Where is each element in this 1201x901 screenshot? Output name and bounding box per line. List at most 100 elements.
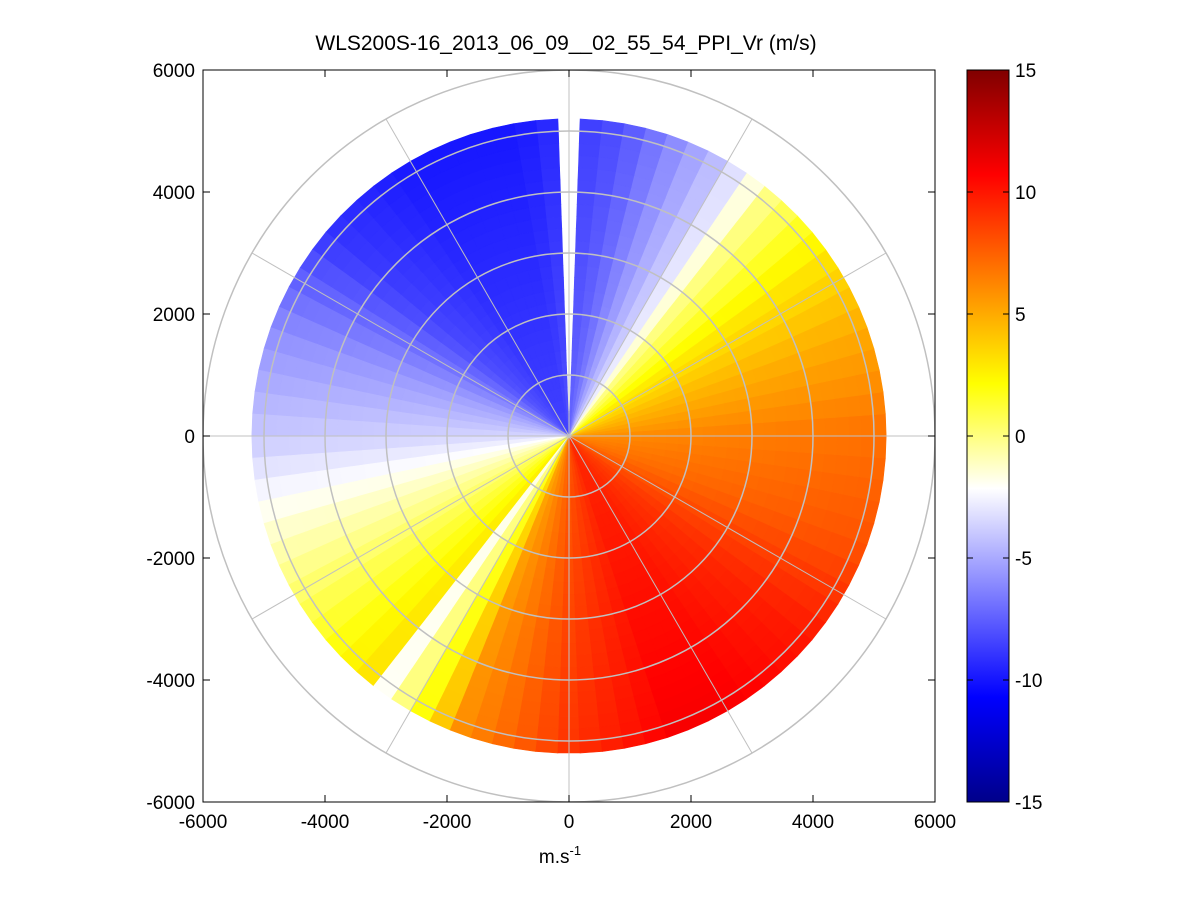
velocity-bin	[559, 508, 567, 522]
velocity-bin	[538, 714, 560, 729]
velocity-bin	[666, 435, 680, 445]
y-tick-label: -6000	[146, 793, 195, 814]
velocity-bin	[574, 593, 588, 608]
velocity-bin	[812, 417, 826, 437]
velocity-bin	[583, 277, 597, 293]
velocity-bin	[665, 442, 679, 452]
velocity-bin	[848, 435, 863, 457]
velocity-bin	[251, 413, 266, 437]
velocity-bin	[653, 428, 667, 437]
velocity-bin	[446, 435, 460, 445]
velocity-bin	[288, 454, 304, 476]
velocity-bin	[361, 406, 377, 423]
velocity-bin	[434, 416, 449, 428]
velocity-bin	[519, 432, 533, 437]
velocity-bin	[471, 422, 485, 431]
velocity-bin	[446, 427, 460, 437]
velocity-bin	[572, 313, 583, 328]
velocity-bin	[530, 217, 548, 233]
velocity-bin	[763, 421, 777, 437]
colorbar-tick-label: 15	[1015, 61, 1036, 82]
velocity-bin	[373, 408, 389, 424]
velocity-bin	[495, 430, 509, 437]
y-tick-label: -2000	[146, 549, 195, 570]
velocity-bin	[459, 420, 473, 430]
velocity-bin	[576, 203, 594, 218]
velocity-bin	[575, 240, 590, 255]
velocity-bin	[573, 581, 586, 595]
velocity-bin	[834, 454, 850, 476]
velocity-bin	[749, 448, 765, 464]
x-tick-label: 2000	[670, 812, 712, 833]
velocity-bin	[574, 252, 589, 267]
velocity-bin	[799, 435, 814, 454]
velocity-bin	[737, 410, 752, 425]
velocity-bin	[571, 350, 579, 364]
velocity-bin	[582, 290, 595, 305]
y-tick-label: 2000	[153, 305, 195, 326]
velocity-bin	[581, 302, 593, 317]
velocity-bin	[577, 690, 598, 705]
velocity-bin	[554, 556, 566, 571]
velocity-bin	[678, 435, 692, 445]
velocity-bin	[653, 435, 667, 444]
velocity-bin	[545, 641, 563, 656]
velocity-bin	[846, 455, 862, 478]
velocity-bin	[711, 456, 727, 470]
velocity-bin	[276, 394, 292, 417]
velocity-bin	[410, 445, 425, 459]
velocity-bin	[560, 496, 568, 510]
velocity-bin	[550, 593, 564, 608]
velocity-bin	[385, 422, 399, 437]
velocity-bin	[558, 520, 567, 534]
velocity-bin	[422, 435, 436, 447]
velocity-bin	[550, 264, 564, 279]
velocity-bin	[540, 690, 561, 705]
velocity-bin	[536, 130, 560, 146]
velocity-bin	[422, 425, 436, 437]
y-tick-label: 0	[184, 427, 195, 448]
velocity-bin	[541, 579, 555, 595]
velocity-bin	[824, 435, 838, 456]
velocity-bin	[576, 666, 595, 681]
velocity-bin	[575, 617, 590, 632]
azimuth-spoke	[568, 435, 887, 620]
velocity-bin	[349, 405, 364, 422]
velocity-bin	[589, 229, 606, 245]
velocity-bin	[812, 435, 826, 455]
velocity-bin	[761, 406, 777, 423]
colorbar-gradient	[967, 70, 1009, 802]
velocity-bin	[836, 435, 850, 456]
velocity-bin	[860, 414, 875, 437]
velocity-bin	[578, 130, 602, 146]
velocity-bin	[834, 396, 850, 418]
velocity-bin	[471, 428, 485, 437]
velocity-bin	[578, 714, 600, 729]
velocity-bin	[572, 325, 581, 340]
velocity-bin	[824, 416, 838, 437]
velocity-bin	[763, 435, 777, 451]
velocity-bin	[575, 228, 592, 243]
colorbar-ticks: 15 10 5 0 -5 -10 -15	[967, 61, 1042, 814]
velocity-bin	[578, 155, 599, 170]
velocity-bin	[324, 418, 339, 437]
velocity-bin	[751, 422, 765, 437]
y-tick-label: -4000	[146, 671, 195, 692]
velocity-bin	[578, 702, 599, 717]
velocity-bin	[653, 441, 667, 450]
velocity-bin	[577, 678, 597, 693]
velocity-bin	[446, 418, 461, 429]
velocity-bin	[530, 639, 548, 655]
velocity-bin	[552, 581, 565, 595]
azimuth-spoke	[251, 252, 570, 437]
velocity-bin	[726, 435, 741, 449]
velocity-bin	[539, 702, 560, 717]
velocity-bin	[349, 435, 363, 452]
azimuth-spoke	[251, 435, 570, 620]
velocity-bin	[300, 435, 314, 456]
velocity-bin	[336, 435, 351, 453]
velocity-bin	[726, 423, 741, 437]
velocity-bin	[541, 678, 561, 693]
azimuth-spoke	[568, 252, 887, 437]
velocity-bin	[573, 277, 586, 291]
